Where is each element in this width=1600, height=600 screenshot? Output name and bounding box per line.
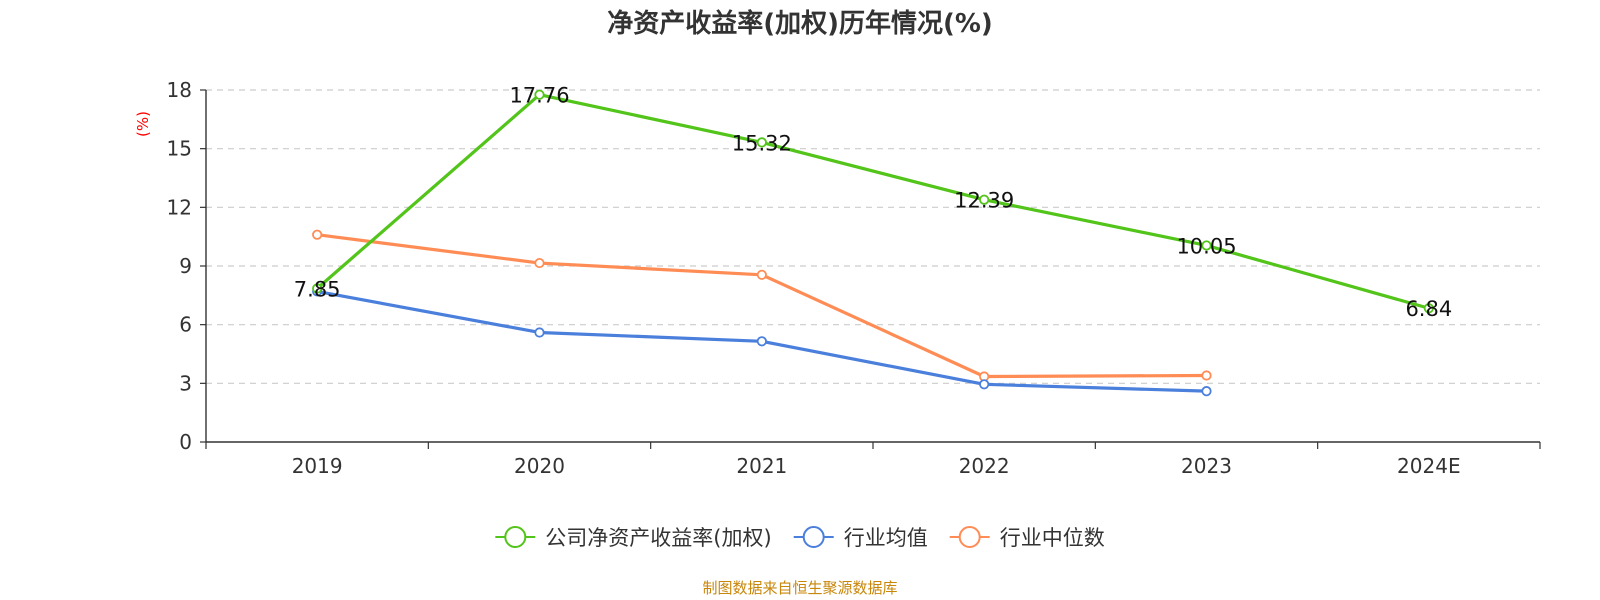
- x-tick-label: 2024E: [1397, 454, 1461, 478]
- y-tick-label: 15: [167, 137, 192, 161]
- data-label: 7.85: [294, 277, 341, 301]
- y-tick-label: 12: [167, 195, 192, 219]
- x-tick-label: 2022: [959, 454, 1010, 478]
- y-tick-label: 0: [179, 430, 192, 454]
- data-point[interactable]: [756, 336, 767, 347]
- x-tick-label: 2023: [1181, 454, 1232, 478]
- data-point[interactable]: [534, 327, 545, 338]
- data-point[interactable]: [534, 89, 545, 100]
- y-tick-label: 9: [179, 254, 192, 278]
- y-tick-label: 6: [179, 313, 192, 337]
- legend-marker-icon: [958, 526, 981, 548]
- data-label: 12.39: [954, 189, 1014, 213]
- x-tick-label: 2020: [514, 454, 565, 478]
- data-point[interactable]: [312, 283, 323, 294]
- legend-label: 公司净资产收益率(加权): [545, 526, 771, 550]
- data-labels: 7.85 17.76 15.32 12.39 10.05 6.84: [294, 84, 1452, 322]
- y-axis-label: (%): [134, 111, 152, 137]
- data-point[interactable]: [979, 379, 990, 390]
- grid-lines: [206, 89, 1540, 384]
- legend-item-2[interactable]: 行业中位数: [949, 526, 1105, 550]
- source-note: 制图数据来自恒生聚源数据库: [702, 579, 897, 597]
- series-1: [312, 286, 1212, 397]
- series-0: [312, 89, 1434, 314]
- data-label: 10.05: [1176, 234, 1236, 258]
- legend-marker-icon: [802, 526, 825, 548]
- data-point[interactable]: [1201, 386, 1212, 397]
- chart-title: 净资产收益率(加权)历年情况(%): [607, 8, 993, 39]
- data-point[interactable]: [756, 137, 767, 148]
- data-point[interactable]: [534, 257, 545, 269]
- data-point[interactable]: [1201, 370, 1212, 381]
- data-label: 17.76: [509, 84, 569, 108]
- legend-label: 行业均值: [844, 526, 928, 550]
- legend-marker-icon: [504, 526, 527, 548]
- series-line: [315, 233, 1209, 379]
- x-tick-label: 2021: [736, 454, 787, 478]
- y-tick-label: 3: [179, 371, 192, 395]
- y-tick-label: 18: [167, 78, 192, 102]
- legend-item-0[interactable]: 公司净资产收益率(加权): [495, 526, 772, 550]
- series-line: [315, 93, 1431, 310]
- data-point[interactable]: [1423, 303, 1434, 314]
- legend-label: 行业中位数: [1000, 526, 1105, 550]
- data-point[interactable]: [756, 269, 767, 280]
- series-2: [312, 229, 1212, 382]
- x-tick-label: 2019: [292, 454, 343, 478]
- legend: 公司净资产收益率(加权) 行业均值 行业中位数: [495, 526, 1105, 550]
- data-label: 15.32: [732, 131, 792, 155]
- data-point[interactable]: [979, 194, 990, 205]
- legend-item-1[interactable]: 行业均值: [793, 526, 928, 550]
- data-point[interactable]: [312, 229, 323, 240]
- data-label: 6.84: [1405, 297, 1452, 321]
- series-lines: [312, 89, 1434, 397]
- data-point[interactable]: [1201, 240, 1212, 251]
- axes: 0 3 6 9 12 15 18 2019 2020 2021 2022 2023 2024E: [167, 78, 1541, 478]
